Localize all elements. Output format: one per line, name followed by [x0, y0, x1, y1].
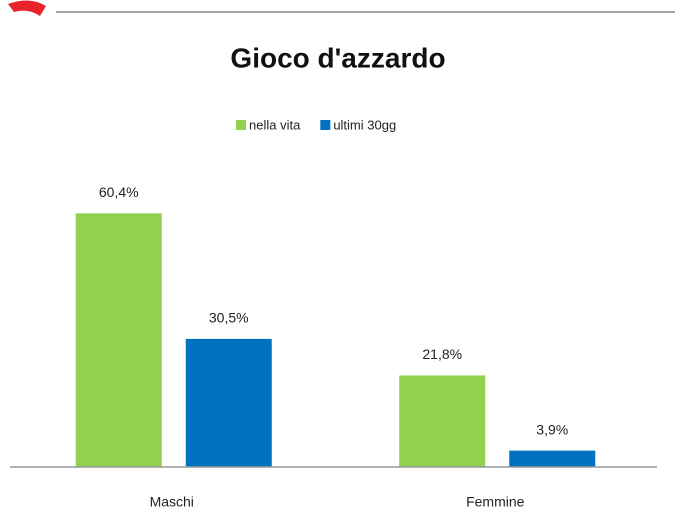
x-tick-label: Maschi: [150, 494, 194, 510]
chart-title: Gioco d'azzardo: [230, 42, 445, 73]
value-label: 3,9%: [536, 421, 568, 437]
legend-label: ultimi 30gg: [333, 117, 396, 132]
bar: [185, 338, 272, 467]
value-label: 60,4%: [99, 184, 139, 200]
legend-label: nella vita: [249, 117, 301, 132]
value-label: 30,5%: [209, 310, 249, 326]
legend-swatch: [236, 120, 246, 130]
bar: [399, 375, 486, 467]
bar: [75, 213, 162, 467]
x-tick-label: Femmine: [466, 494, 525, 510]
logo-fragment: [8, 0, 46, 16]
value-label: 21,8%: [422, 346, 462, 362]
bar: [509, 450, 596, 467]
legend-swatch: [320, 120, 331, 130]
